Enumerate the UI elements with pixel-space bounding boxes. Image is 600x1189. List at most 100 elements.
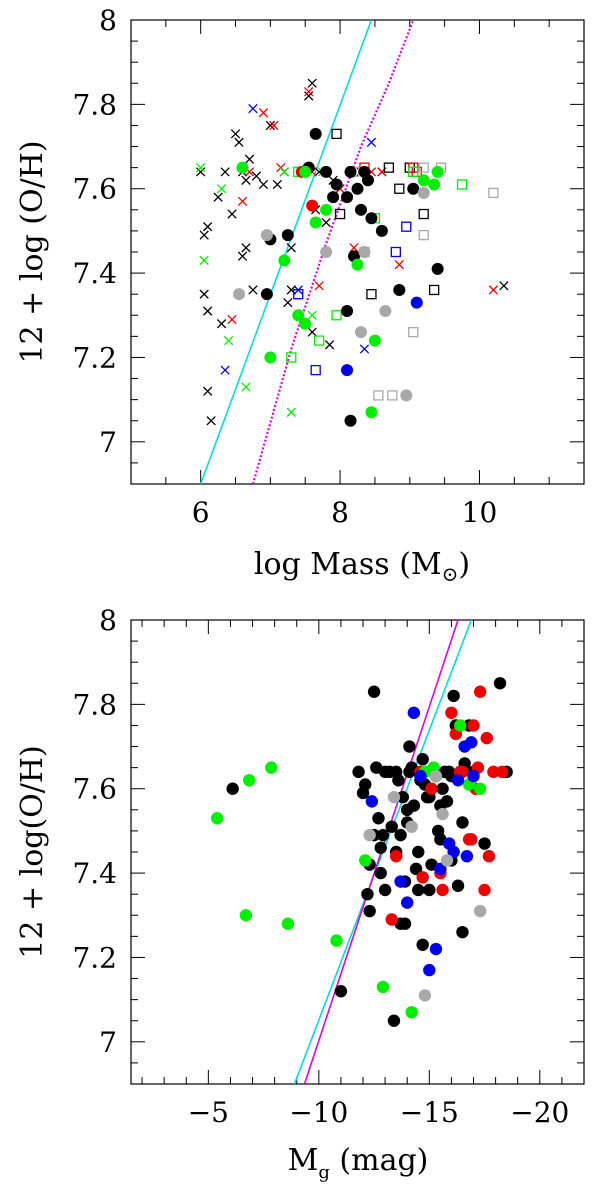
data-point	[365, 795, 379, 808]
relation-line	[251, 20, 415, 484]
data-point	[304, 87, 314, 97]
data-point	[324, 340, 335, 350]
data-point	[220, 167, 230, 177]
data-point	[203, 386, 213, 396]
data-point	[359, 854, 372, 867]
data-point	[418, 162, 429, 173]
data-point	[359, 778, 372, 791]
data-point	[405, 820, 418, 833]
data-point	[418, 229, 429, 241]
data-point	[385, 820, 398, 833]
data-point	[354, 203, 367, 216]
data-point	[389, 850, 403, 863]
data-point	[359, 344, 370, 354]
data-point	[216, 319, 227, 329]
data-point	[293, 289, 304, 300]
data-point	[482, 850, 496, 863]
data-points	[210, 677, 513, 1027]
data-point	[451, 879, 465, 892]
data-point	[227, 209, 237, 219]
data-point	[363, 904, 376, 918]
data-point	[199, 230, 209, 240]
data-point	[465, 833, 478, 846]
data-point	[394, 259, 404, 270]
data-point	[400, 389, 413, 402]
data-point	[403, 740, 416, 753]
data-point	[349, 243, 359, 253]
data-point	[299, 317, 312, 330]
data-point	[304, 91, 314, 101]
data-point	[344, 414, 357, 427]
data-point	[429, 769, 443, 783]
data-point	[499, 281, 509, 291]
data-point	[372, 812, 385, 825]
data-point	[416, 871, 429, 884]
data-point	[478, 883, 491, 897]
mass-metallicity-panel: 7 7.2 7.4 7.6 7.8 8 6 8 10 log Mass (M⊙) 12 + lo…	[15, 4, 585, 586]
data-point	[392, 774, 405, 787]
data-point	[398, 917, 412, 930]
data-point	[292, 309, 305, 322]
data-point	[351, 258, 364, 271]
data-point	[196, 167, 206, 177]
data-point	[412, 845, 425, 859]
data-point	[387, 390, 398, 401]
data-point	[405, 1006, 418, 1019]
data-point	[306, 199, 319, 212]
data-point	[258, 179, 269, 190]
y-tick-label: 8	[99, 4, 117, 37]
data-point	[314, 335, 325, 346]
data-point	[281, 229, 294, 242]
data-point	[269, 120, 279, 131]
data-point	[368, 334, 381, 347]
data-point	[378, 883, 392, 897]
data-point	[440, 854, 454, 867]
y-tick-label: 7.6	[72, 173, 117, 206]
data-point	[445, 706, 458, 719]
data-point	[314, 281, 324, 291]
x-tick-label: −5	[188, 1096, 229, 1129]
data-point	[376, 828, 390, 842]
data-point	[365, 406, 378, 419]
data-point	[394, 828, 407, 842]
data-point	[230, 129, 241, 139]
data-point	[279, 167, 289, 177]
data-point	[394, 183, 405, 194]
data-point	[248, 103, 258, 114]
tick-labels: 7 7.2 7.4 7.6 7.8 8 6 8 10	[72, 4, 497, 529]
data-point	[309, 216, 322, 229]
data-point	[248, 285, 258, 295]
data-point	[320, 246, 333, 258]
data-point	[407, 706, 421, 719]
data-point	[310, 364, 321, 376]
data-point	[352, 765, 365, 779]
data-point	[407, 799, 421, 812]
luminosity-metallicity-panel: 7 7.2 7.4 7.6 7.8 8 −5 −10 −15 −20 Mg (mag) 12 + …	[15, 604, 585, 1183]
data-point	[451, 774, 465, 787]
data-point	[456, 816, 469, 829]
plot-frame	[130, 619, 585, 1085]
y-tick-label: 7.8	[72, 88, 117, 121]
data-point	[396, 790, 409, 804]
data-point	[237, 251, 248, 261]
data-point	[286, 243, 296, 253]
data-point	[237, 196, 248, 207]
tick-marks	[131, 619, 585, 1085]
data-point	[367, 685, 381, 698]
data-point	[203, 222, 213, 232]
data-point	[418, 989, 432, 1002]
solar-symbol: ⊙	[442, 562, 459, 586]
data-point	[366, 289, 377, 300]
data-point	[265, 120, 276, 131]
y-tick-label: 7.6	[72, 773, 117, 806]
data-point	[416, 938, 429, 951]
y-tick-label: 8	[99, 604, 117, 637]
data-point	[401, 896, 414, 909]
data-point	[365, 212, 378, 225]
x-tick-label: −10	[289, 1096, 348, 1129]
data-point	[220, 365, 230, 375]
data-point	[418, 208, 429, 220]
tick-marks	[130, 19, 585, 485]
relation-line	[199, 20, 373, 484]
data-point	[286, 407, 296, 417]
